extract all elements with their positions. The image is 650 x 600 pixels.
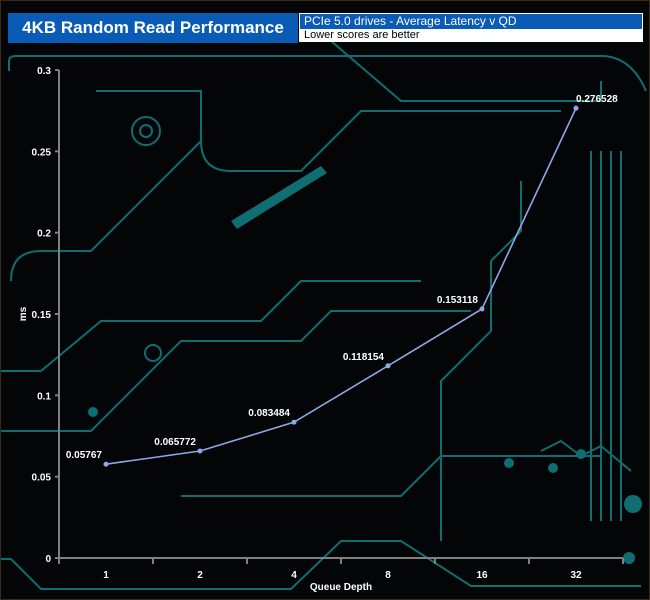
x-tick-label: 16 bbox=[476, 570, 488, 581]
y-tick-label: 0.1 bbox=[37, 391, 51, 402]
y-tick-label: 0 bbox=[45, 554, 51, 565]
chart-subtitle: PCIe 5.0 drives - Average Latency v QD bbox=[300, 14, 642, 29]
data-point bbox=[479, 306, 485, 312]
y-tick-label: 0.05 bbox=[32, 473, 52, 484]
y-tick-label: 0.3 bbox=[37, 66, 51, 77]
data-point bbox=[103, 461, 109, 467]
data-label: 0.118154 bbox=[343, 352, 385, 363]
data-label: 0.083484 bbox=[248, 408, 290, 419]
data-label: 0.05767 bbox=[66, 450, 103, 461]
data-point bbox=[197, 448, 203, 454]
y-tick-label: 0.2 bbox=[37, 229, 51, 240]
data-label: 0.153118 bbox=[437, 295, 479, 306]
x-tick-label: 4 bbox=[291, 570, 297, 581]
x-tick-label: 2 bbox=[197, 570, 203, 581]
data-label: 0.276528 bbox=[576, 94, 618, 105]
y-tick-label: 0.15 bbox=[32, 310, 52, 321]
chart-title: 4KB Random Read Performance bbox=[8, 13, 298, 43]
data-point bbox=[573, 105, 579, 111]
data-point bbox=[385, 363, 391, 369]
data-label: 0.065772 bbox=[154, 437, 196, 448]
y-axis-label: ms bbox=[18, 306, 29, 321]
x-axis-label: Queue Depth bbox=[310, 582, 372, 593]
series-line bbox=[105, 107, 577, 465]
chart-note: Lower scores are better bbox=[300, 29, 642, 42]
x-tick-label: 8 bbox=[385, 570, 391, 581]
x-tick-label: 32 bbox=[570, 570, 582, 581]
subtitle-box: PCIe 5.0 drives - Average Latency v QD L… bbox=[299, 13, 643, 42]
x-tick-label: 1 bbox=[103, 570, 109, 581]
y-tick-label: 0.25 bbox=[32, 147, 52, 158]
data-point bbox=[291, 419, 297, 425]
